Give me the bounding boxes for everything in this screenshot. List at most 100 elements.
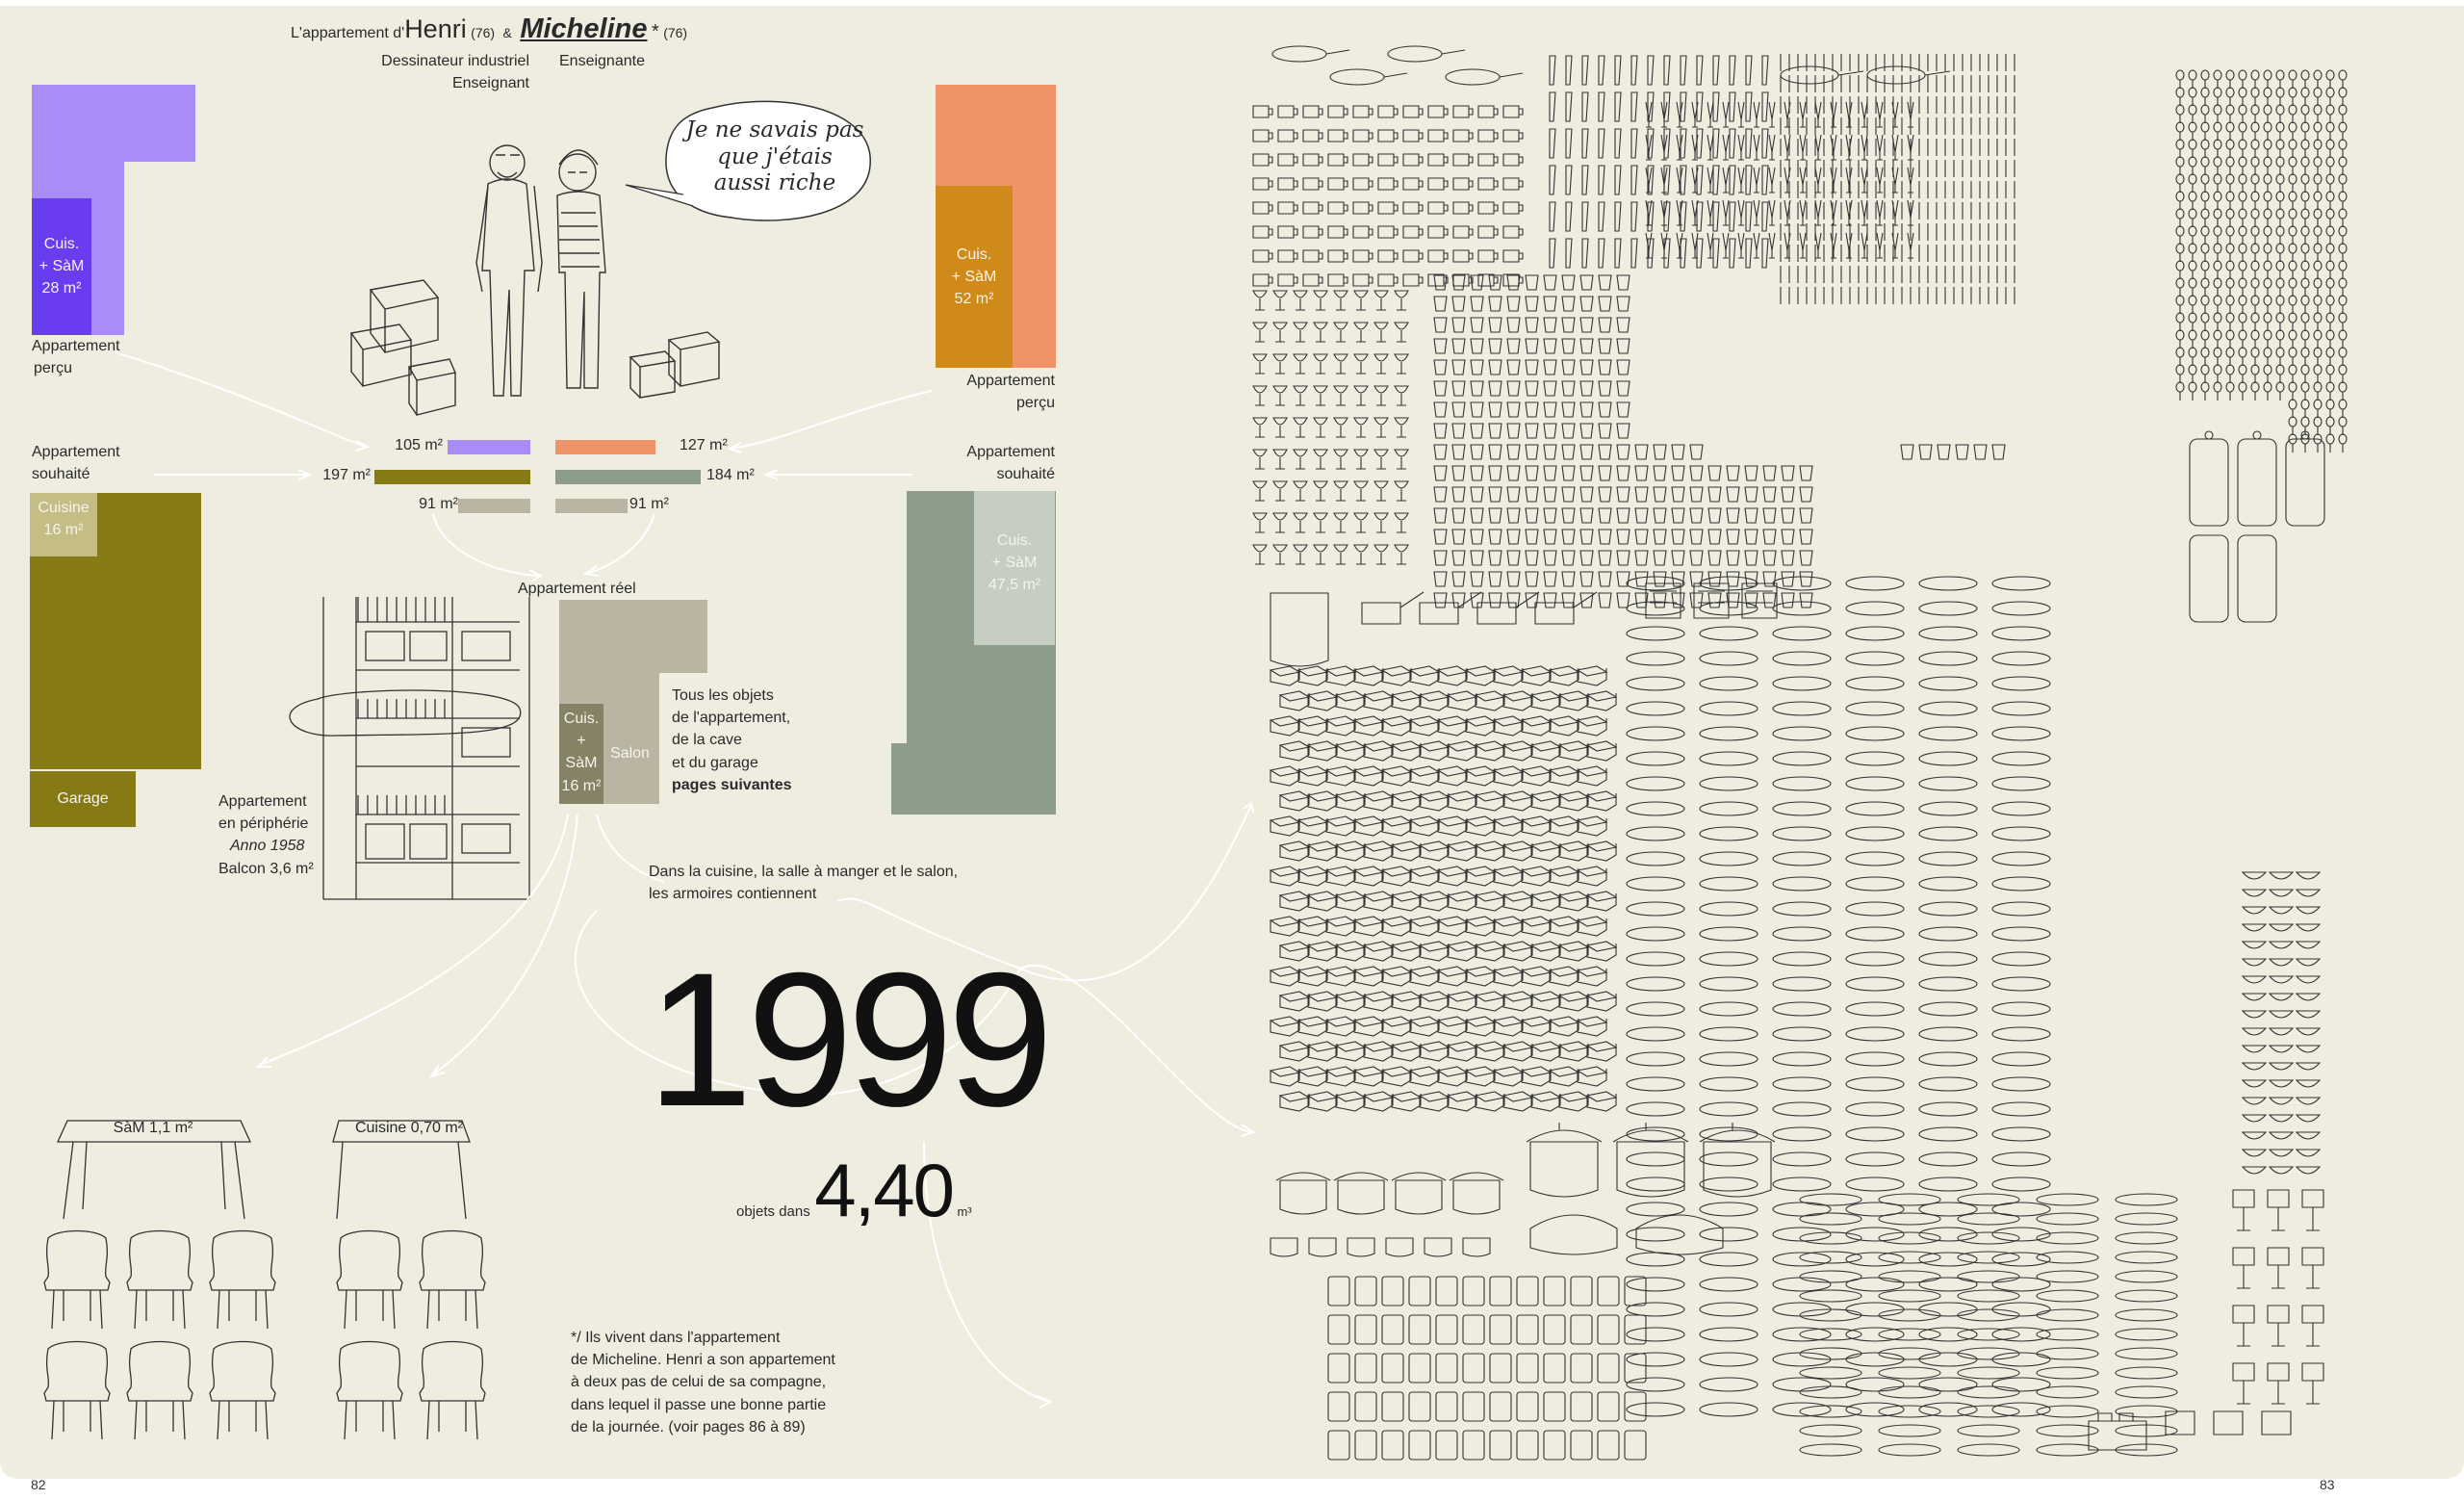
r-k-3: SàM bbox=[565, 755, 598, 772]
table-sam-label: SàM 1,1 m² bbox=[113, 1120, 193, 1136]
name-henri: Henri bbox=[404, 14, 467, 43]
objects-unit: m³ bbox=[957, 1204, 972, 1219]
real-salon-label: Salon bbox=[610, 745, 650, 762]
mw-label-2: souhaité bbox=[996, 466, 1056, 483]
micheline-bar-0 bbox=[555, 440, 656, 454]
big-number: 1999 bbox=[647, 933, 1053, 1146]
building-caption: Appartement en périphérie Anno 1958 Balc… bbox=[218, 790, 314, 880]
fn-2: de Micheline. Henri a son appartement bbox=[571, 1352, 835, 1369]
henri-job: Dessinateur industriel Enseignant bbox=[318, 50, 529, 94]
real-kitchen: Cuis. + SàM 16 m² bbox=[559, 704, 603, 804]
micheline-wished-foot bbox=[891, 743, 1056, 815]
micheline-bar-2 bbox=[555, 499, 628, 513]
r-k-1: Cuis. bbox=[563, 711, 600, 727]
ro-bold: pages suivantes bbox=[672, 776, 792, 793]
henri-real-value: 91 m² bbox=[419, 496, 458, 512]
hw-label-1: Appartement bbox=[32, 444, 120, 460]
cup-2: les armoires contiennent bbox=[649, 886, 817, 903]
micheline-perceived-value: 127 m² bbox=[680, 437, 728, 453]
chair-icon bbox=[419, 1229, 486, 1330]
hp-label-1: Appartement bbox=[32, 338, 120, 354]
mw-label-1: Appartement bbox=[966, 444, 1055, 460]
mw-k-3: 47,5 m² bbox=[988, 577, 1041, 594]
chair-icon bbox=[336, 1229, 403, 1330]
mp-label-2: perçu bbox=[1015, 395, 1055, 412]
age-micheline: (76) bbox=[663, 25, 688, 40]
age-henri: (76) bbox=[471, 25, 496, 40]
chair-icon bbox=[209, 1229, 276, 1330]
micheline-perceived-kitchen: Cuis. + SàM 52 m² bbox=[936, 186, 1013, 368]
henri-wished-garage: Garage bbox=[30, 771, 136, 827]
hp-k-1: Cuis. bbox=[43, 236, 80, 252]
objects-summary: objets dans 4,40 m³ bbox=[736, 1147, 972, 1234]
henri-wished-label: Appartement souhaité bbox=[32, 441, 120, 485]
connector-arrows bbox=[115, 351, 1256, 1409]
r-k-2: + bbox=[577, 733, 586, 750]
speech-line-2: que j'étais bbox=[717, 143, 833, 169]
henri-job-1: Dessinateur industriel bbox=[381, 53, 529, 69]
real-top bbox=[559, 600, 707, 673]
b-2: en périphérie bbox=[218, 815, 309, 833]
cupboards-text: Dans la cuisine, la salle à manger et le… bbox=[649, 861, 958, 905]
henri-job-2: Enseignant bbox=[451, 75, 529, 92]
furniture-illustration bbox=[56, 1120, 471, 1220]
b-1: Appartement bbox=[218, 793, 307, 810]
ro-2: de l'appartement, bbox=[672, 710, 791, 727]
page-title: L'appartement d'Henri (76) & Micheline *… bbox=[291, 13, 687, 45]
ro-3: de la cave bbox=[672, 732, 742, 749]
fn-3: à deux pas de celui de sa compagne, bbox=[571, 1374, 827, 1391]
chair-icon bbox=[336, 1340, 403, 1440]
fn-5: de la journée. (voir pages 86 à 89) bbox=[571, 1418, 806, 1435]
henri-perceived-value: 105 m² bbox=[395, 437, 443, 453]
micheline-wished-kitchen: Cuis. + SàM 47,5 m² bbox=[974, 491, 1055, 645]
object-inventory bbox=[1252, 45, 2348, 1461]
fn-4: dans lequel il passe une bonne partie bbox=[571, 1396, 827, 1413]
objects-area: 4,40 bbox=[814, 1148, 955, 1232]
mp-k-2: + SàM bbox=[951, 269, 997, 286]
page-number-right: 83 bbox=[2320, 1477, 2335, 1492]
r-k-4: 16 m² bbox=[561, 777, 602, 794]
henri-wished-kitchen: Cuisine 16 m² bbox=[30, 493, 97, 556]
hp-label-2: perçu bbox=[34, 360, 73, 377]
real-objects-note: Tous les objets de l'appartement, de la … bbox=[672, 685, 792, 796]
henri-bar-1 bbox=[374, 470, 530, 484]
couple-illustration bbox=[349, 144, 721, 416]
henri-bar-2 bbox=[458, 499, 530, 513]
speech-text: Je ne savais pas que j'étais aussi riche bbox=[669, 117, 881, 197]
page-number-left: 82 bbox=[31, 1477, 46, 1492]
objects-prefix: objets dans bbox=[736, 1203, 810, 1220]
henri-wished-value: 197 m² bbox=[322, 467, 371, 483]
ro-1: Tous les objets bbox=[672, 687, 774, 704]
mw-k-1: Cuis. bbox=[996, 532, 1033, 549]
micheline-bar-1 bbox=[555, 470, 701, 484]
micheline-wished-value: 184 m² bbox=[706, 467, 755, 483]
mp-k-1: Cuis. bbox=[956, 246, 992, 263]
hw-label-2: souhaité bbox=[32, 466, 90, 483]
hw-k-2: 16 m² bbox=[43, 522, 84, 539]
fn-1: */ Ils vivent dans l'appartement bbox=[571, 1330, 781, 1346]
mp-label-1: Appartement bbox=[966, 373, 1055, 389]
footnote-star: * bbox=[651, 21, 659, 42]
micheline-real-value: 91 m² bbox=[629, 496, 669, 512]
ro-4: et du garage bbox=[672, 754, 758, 771]
henri-perceived-label: Appartement perçu bbox=[32, 335, 120, 379]
chair-icon bbox=[419, 1340, 486, 1440]
title-prefix: L'appartement d' bbox=[291, 25, 405, 41]
mw-k-2: + SàM bbox=[991, 555, 1038, 572]
henri-bar-0 bbox=[447, 440, 530, 454]
chair-icon bbox=[126, 1340, 193, 1440]
micheline-perceived-label: Appartement perçu bbox=[914, 370, 1055, 414]
micheline-job: Enseignante bbox=[559, 53, 645, 69]
b-4: Balcon 3,6 m² bbox=[218, 860, 314, 877]
speech-line-3: aussi riche bbox=[713, 170, 836, 196]
building-illustration bbox=[289, 597, 530, 900]
hp-k-3: 28 m² bbox=[41, 280, 82, 297]
name-micheline: Micheline bbox=[520, 13, 648, 44]
henri-perceived-top bbox=[32, 85, 195, 162]
cup-1: Dans la cuisine, la salle à manger et le… bbox=[649, 864, 959, 880]
chair-icon bbox=[43, 1340, 111, 1440]
henri-perceived-kitchen: Cuis. + SàM 28 m² bbox=[32, 198, 91, 335]
real-title: Appartement réel bbox=[518, 581, 636, 597]
hw-k-1: Cuisine bbox=[38, 500, 90, 516]
chair-icon bbox=[43, 1229, 111, 1330]
